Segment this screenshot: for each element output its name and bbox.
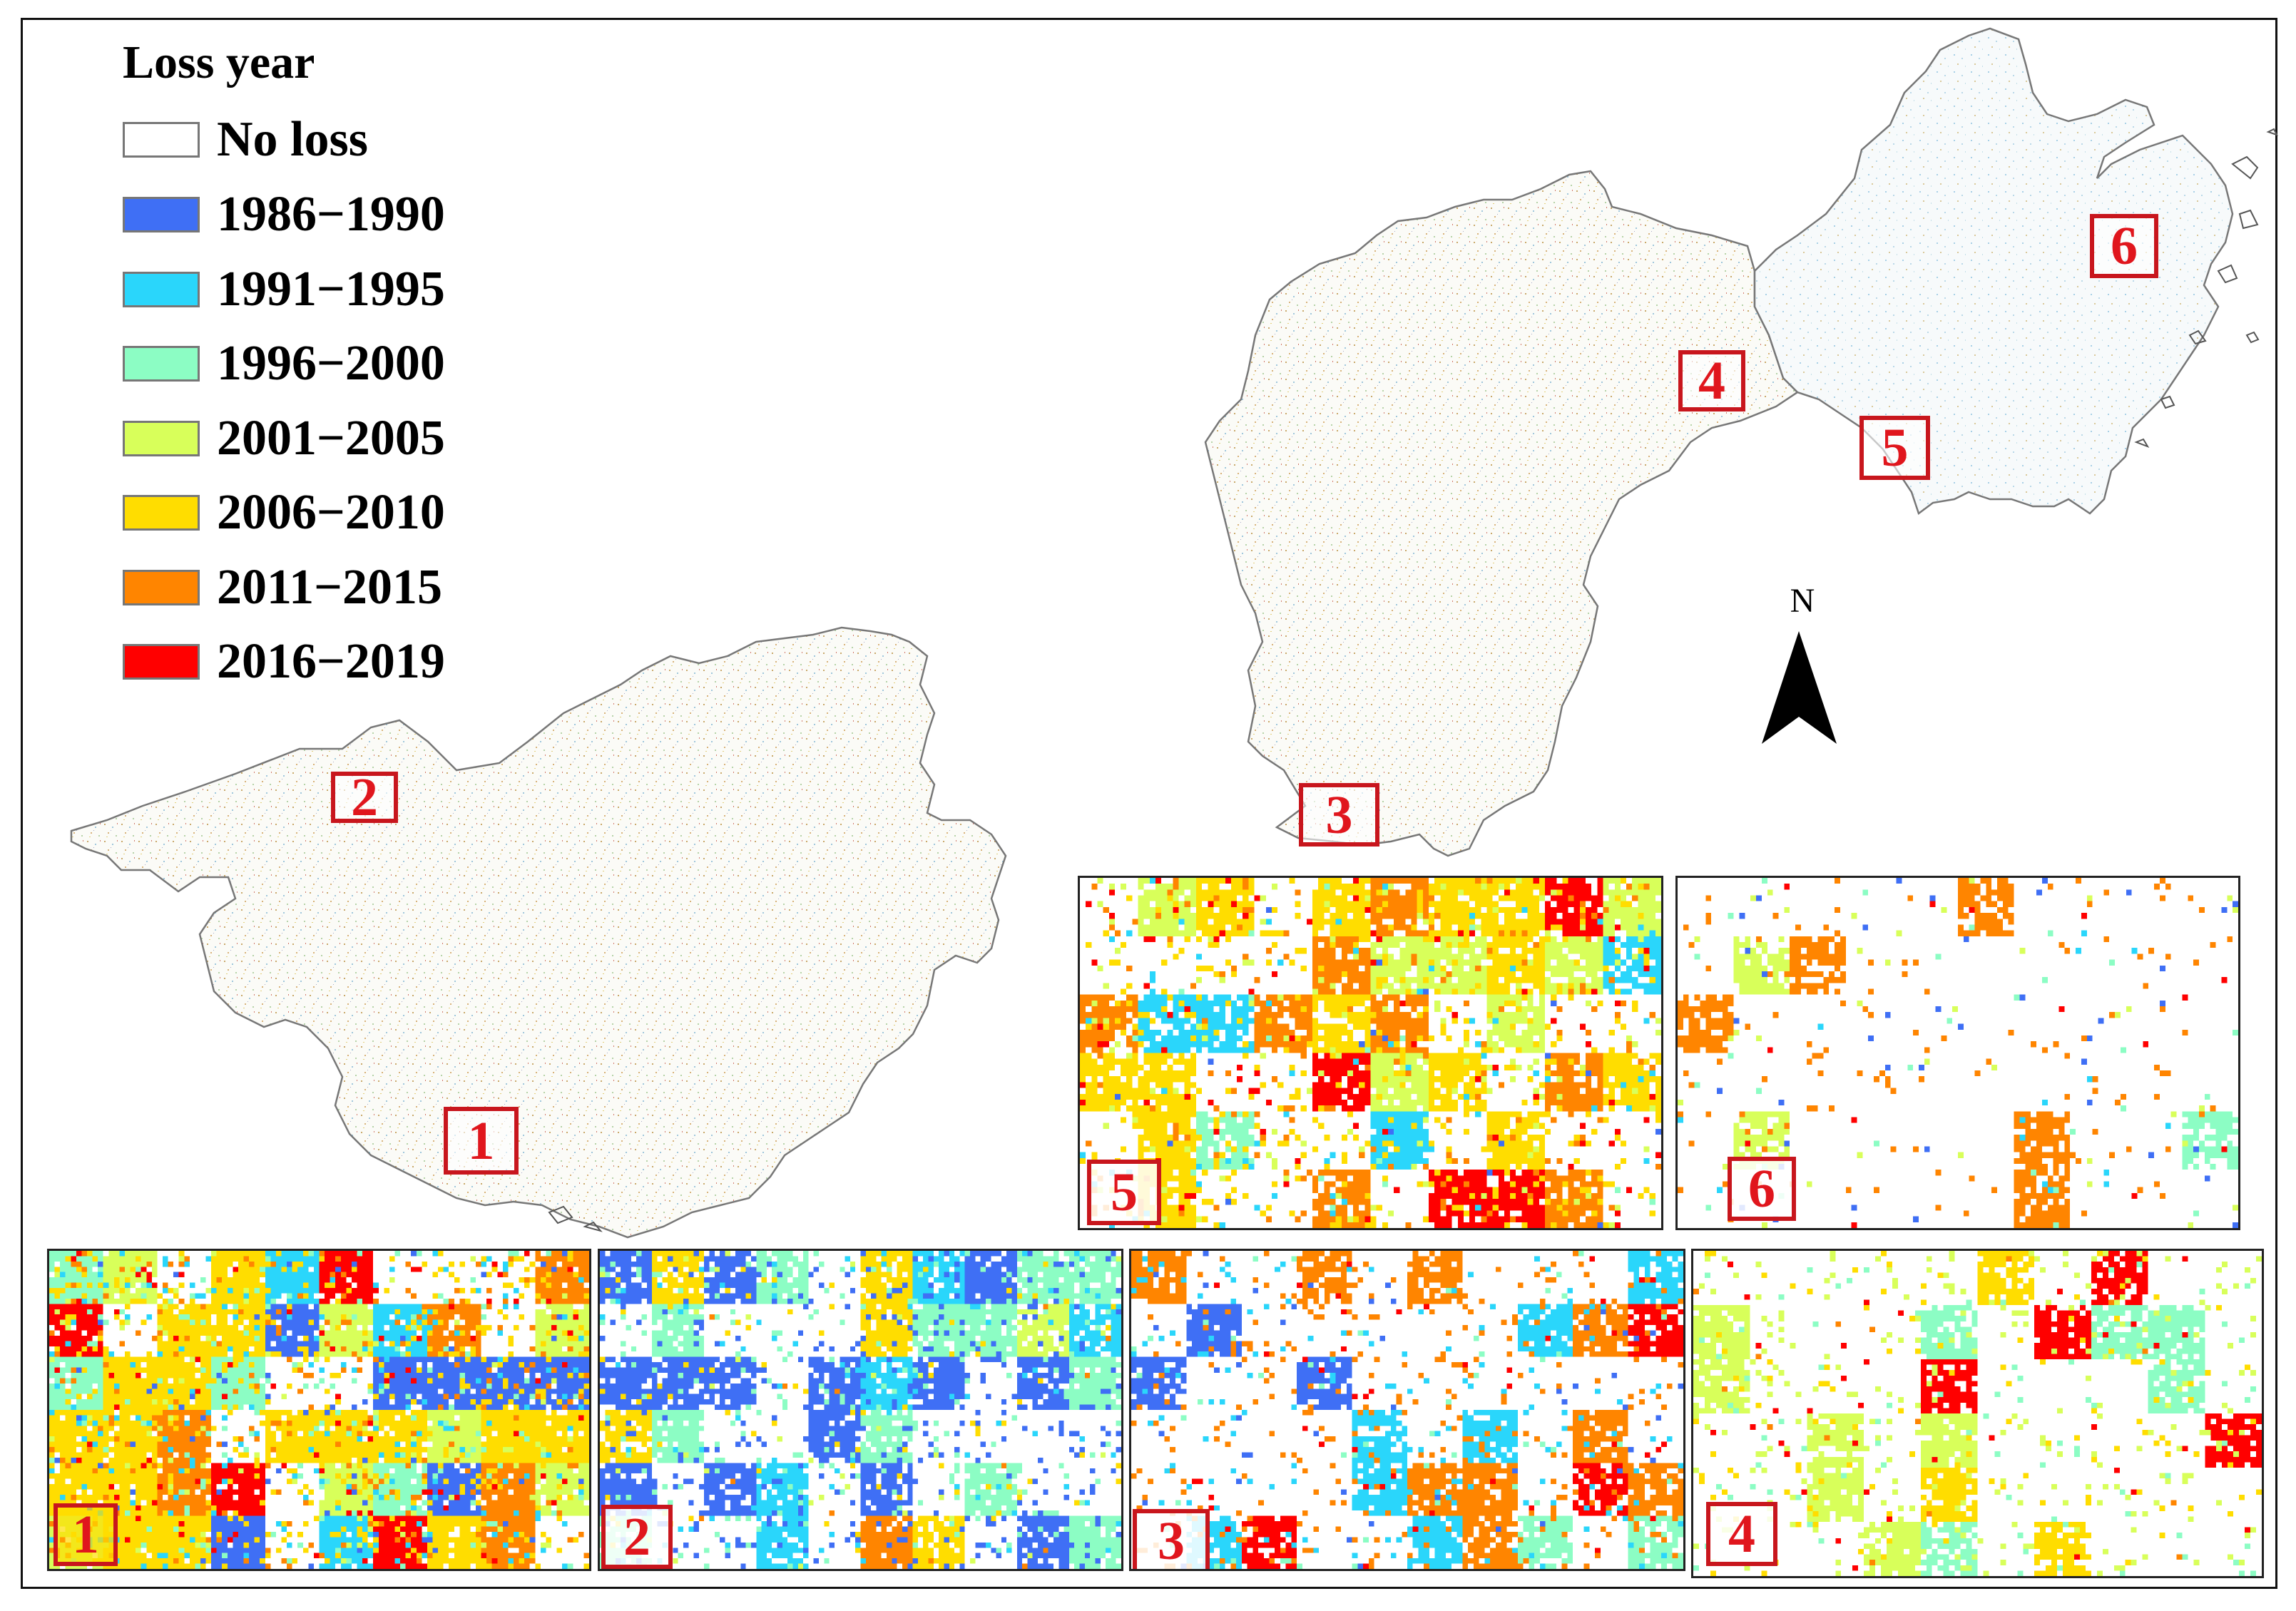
- legend-swatch: [123, 197, 200, 232]
- map-label-2: 2: [331, 770, 398, 824]
- map-label-1: 1: [444, 1107, 519, 1175]
- legend-label: 2016−2019: [217, 634, 445, 689]
- legend-swatch: [123, 122, 200, 158]
- inset-panel-5: 5: [1078, 876, 1663, 1230]
- map-label-5: 5: [1859, 416, 1930, 480]
- legend-item-no-loss: No loss: [123, 112, 368, 167]
- map-label-6: 6: [2090, 214, 2158, 278]
- legend-swatch: [123, 421, 200, 456]
- legend-swatch: [123, 272, 200, 307]
- legend-label: 2011−2015: [217, 560, 443, 615]
- legend-label: 2001−2005: [217, 411, 445, 466]
- map-label-4: 4: [1678, 350, 1745, 411]
- inset-label-1: 1: [53, 1503, 118, 1566]
- legend-item-2011-2015: 2011−2015: [123, 560, 442, 615]
- legend-item-1996-2000: 1996−2000: [123, 336, 445, 391]
- inset-panel-4: 4: [1691, 1249, 2264, 1578]
- legend-label: No loss: [217, 112, 368, 167]
- inset-label-6: 6: [1728, 1157, 1796, 1221]
- region-outline-guangxi: [70, 626, 1007, 1239]
- legend-item-1986-1990: 1986−1990: [123, 187, 445, 242]
- coastal-islands: [2134, 128, 2278, 448]
- inset-panel-3: 3: [1129, 1249, 1685, 1571]
- north-arrow: N: [1756, 581, 1849, 752]
- legend-label: 1996−2000: [217, 336, 445, 391]
- legend-item-2016-2019: 2016−2019: [123, 634, 445, 689]
- legend-item-2006-2010: 2006−2010: [123, 485, 445, 540]
- inset-label-2: 2: [601, 1505, 673, 1569]
- inset-label-3: 3: [1133, 1509, 1210, 1569]
- north-arrow-icon: [1762, 631, 1837, 744]
- map-frame: [21, 18, 2277, 1589]
- inset-label-4: 4: [1706, 1502, 1777, 1566]
- north-label: N: [1790, 582, 1815, 620]
- map-label-3: 3: [1299, 783, 1379, 847]
- legend-label: 2006−2010: [217, 485, 445, 540]
- inset-label-5: 5: [1087, 1160, 1161, 1225]
- inset-panel-1: 1: [47, 1249, 591, 1571]
- legend-label: 1986−1990: [217, 187, 445, 242]
- legend-swatch: [123, 495, 200, 531]
- legend-item-2001-2005: 2001−2005: [123, 411, 445, 466]
- legend-label: 1991−1995: [217, 262, 445, 317]
- legend-title: Loss year: [123, 36, 315, 88]
- inset-panel-6: 6: [1675, 876, 2240, 1230]
- region-outline-jiangxi: [1204, 170, 1799, 857]
- inset-panel-2: 2: [598, 1249, 1123, 1571]
- legend-swatch: [123, 570, 200, 605]
- legend-item-1991-1995: 1991−1995: [123, 262, 445, 317]
- region-outline-zhejiang: [1753, 27, 2234, 516]
- legend-swatch: [123, 644, 200, 680]
- legend-swatch: [123, 346, 200, 382]
